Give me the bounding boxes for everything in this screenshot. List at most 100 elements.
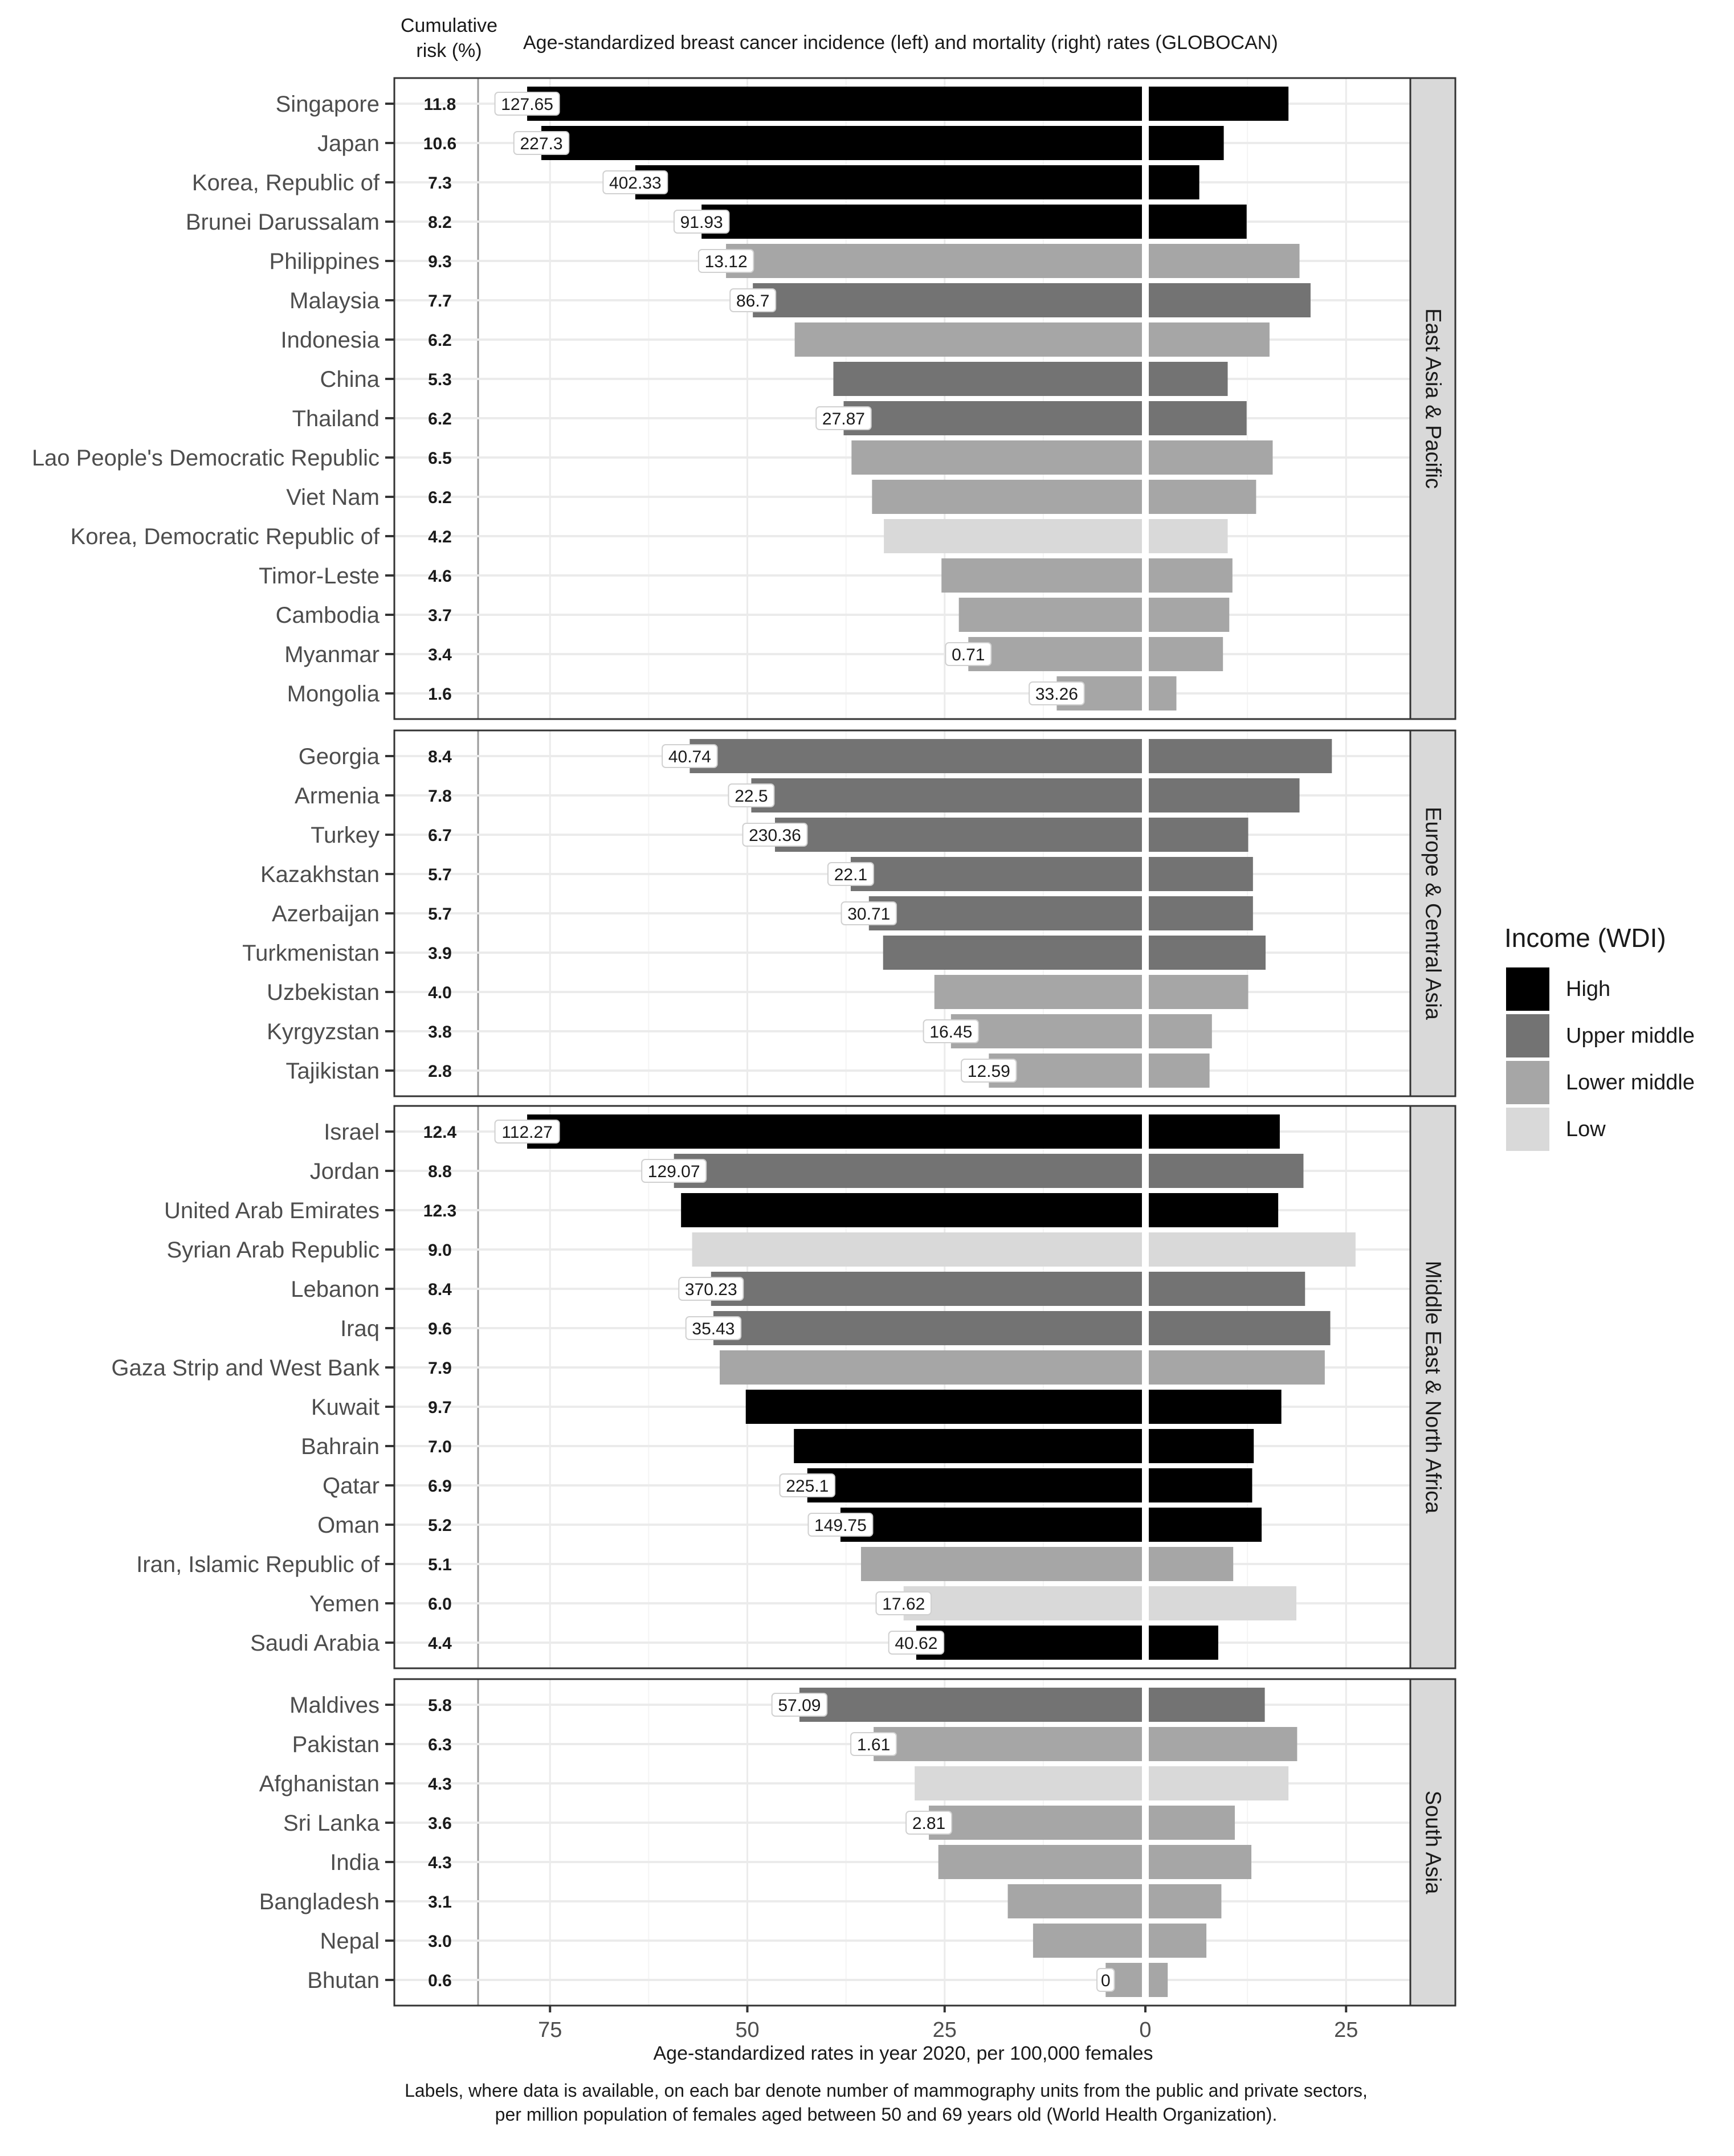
mammography-label: 129.07: [648, 1162, 700, 1181]
cumulative-risk-value: 12.3: [423, 1202, 456, 1220]
country-label: Brunei Darussalam: [186, 210, 380, 235]
facet-panel: Georgia 8.4 40.74 Armenia 7.8 22.5 Turkey 6.7 23…: [242, 729, 1456, 1097]
cumulative-risk-value: 6.2: [428, 331, 452, 350]
mortality-bar: [1149, 1766, 1289, 1800]
cumulative-risk-value: 5.7: [428, 905, 452, 924]
country-label: Iraq: [340, 1316, 380, 1341]
legend-label: Low: [1566, 1117, 1606, 1141]
cumulative-risk-value: 7.9: [428, 1359, 452, 1378]
cumulative-risk-value: 4.2: [428, 528, 452, 546]
cumulative-risk-value: 3.8: [428, 1023, 452, 1042]
mammography-label: 402.33: [609, 174, 662, 193]
mortality-bar: [1149, 1884, 1222, 1918]
mortality-bar: [1149, 637, 1223, 671]
country-label: Saudi Arabia: [250, 1631, 380, 1656]
incidence-bar: [968, 637, 1142, 671]
mammography-label: 2.81: [912, 1814, 945, 1833]
cumulative-risk-value: 3.9: [428, 944, 452, 963]
mammography-label-box: [697, 249, 754, 273]
country-label: Gaza Strip and West Bank: [111, 1355, 380, 1381]
mammography-label-box: [923, 1019, 980, 1043]
country-label: Tajikistan: [285, 1059, 380, 1084]
incidence-bar: [527, 87, 1143, 121]
country-label: Lao People's Democratic Republic: [32, 446, 380, 471]
country-label: Sri Lanka: [283, 1811, 380, 1836]
country-label: Uzbekistan: [267, 980, 380, 1005]
country-label: Maldives: [289, 1693, 380, 1718]
incidence-bar: [941, 558, 1142, 593]
mammography-label: 17.62: [882, 1595, 925, 1614]
cumulative-risk-value: 3.0: [428, 1932, 452, 1951]
mammography-label-box: [641, 1159, 707, 1183]
facet-strip: [1409, 729, 1456, 1097]
mortality-bar: [1149, 1727, 1298, 1761]
mortality-bar: [1149, 857, 1253, 891]
country-label: Myanmar: [284, 642, 380, 667]
mammography-label: 40.74: [668, 748, 711, 766]
cumulative-risk-value: 8.8: [428, 1162, 452, 1181]
incidence-bar: [916, 1626, 1142, 1660]
mammography-label-box: [673, 210, 730, 234]
country-label: Jordan: [310, 1159, 380, 1184]
legend: Income (WDI) High Upper middle Lower middl…: [1504, 923, 1695, 1151]
facet-panels: Singapore 11.8 127.65 Japan 10.6 227.3 Korea, …: [32, 77, 1456, 2007]
mortality-bar: [1149, 1468, 1252, 1502]
mammography-label: 0.71: [952, 646, 985, 664]
incidence-bar: [1007, 1884, 1142, 1918]
incidence-bar: [713, 1311, 1142, 1345]
country-label: Japan: [317, 131, 380, 156]
incidence-bar: [701, 205, 1142, 239]
cumulative-risk-value: 6.0: [428, 1595, 452, 1614]
country-label: Korea, Republic of: [192, 170, 380, 195]
caption-line-1: Labels, where data is available, on each…: [405, 2080, 1368, 2101]
incidence-bar: [950, 1014, 1142, 1048]
mammography-label: 12.59: [968, 1062, 1010, 1081]
country-label: Viet Nam: [286, 485, 380, 510]
zero-gap: [1142, 1679, 1149, 2006]
zero-gap: [1142, 730, 1149, 1096]
mammography-label-box: [961, 1059, 1017, 1083]
mammography-label: 27.87: [822, 410, 865, 428]
country-label: Yemen: [309, 1591, 380, 1616]
zero-gap: [1142, 78, 1149, 719]
mortality-bar: [1149, 1963, 1168, 1997]
mammography-label: 35.43: [692, 1320, 735, 1338]
incidence-bar: [915, 1766, 1142, 1800]
cumulative-risk-value: 4.4: [428, 1634, 452, 1653]
risk-header-line-2: risk (%): [416, 40, 482, 62]
mortality-bar: [1149, 244, 1300, 278]
mammography-label-box: [841, 901, 897, 925]
mortality-bar: [1149, 322, 1270, 357]
mortality-bar: [1149, 778, 1300, 812]
country-label: Iran, Islamic Republic of: [136, 1552, 380, 1577]
mammography-label-box: [729, 288, 777, 312]
mammography-label: 22.1: [834, 865, 867, 884]
mortality-bar: [1149, 401, 1247, 435]
incidence-bar: [883, 936, 1142, 970]
facet-strip-label: Middle East & North Africa: [1421, 1261, 1445, 1514]
cumulative-risk-value: 4.6: [428, 567, 452, 586]
mortality-bar: [1149, 1688, 1265, 1722]
x-axis-title: Age-standardized rates in year 2020, per…: [654, 2043, 1153, 2064]
incidence-bar: [860, 1547, 1142, 1581]
cumulative-risk-value: 7.7: [428, 292, 452, 311]
cumulative-risk-value: 10.6: [423, 134, 456, 153]
country-label: Philippines: [270, 249, 380, 274]
country-label: Armenia: [295, 783, 380, 808]
incidence-bar: [689, 739, 1142, 773]
mammography-label: 86.7: [736, 292, 769, 311]
mammography-label-box: [728, 783, 775, 807]
incidence-bar: [745, 1390, 1142, 1424]
mortality-bar: [1149, 1508, 1262, 1542]
country-label: Turkey: [311, 823, 380, 848]
mortality-bar: [1149, 440, 1273, 475]
country-label: Mongolia: [287, 681, 380, 707]
country-label: Kuwait: [311, 1395, 380, 1420]
country-label: United Arab Emirates: [164, 1198, 380, 1223]
cumulative-risk-value: 6.7: [428, 826, 452, 845]
incidence-bar: [938, 1845, 1142, 1879]
mammography-label: 230.36: [749, 826, 801, 845]
legend-label: Lower middle: [1566, 1071, 1695, 1095]
mammography-label-box: [662, 744, 718, 768]
incidence-bar: [753, 283, 1142, 317]
